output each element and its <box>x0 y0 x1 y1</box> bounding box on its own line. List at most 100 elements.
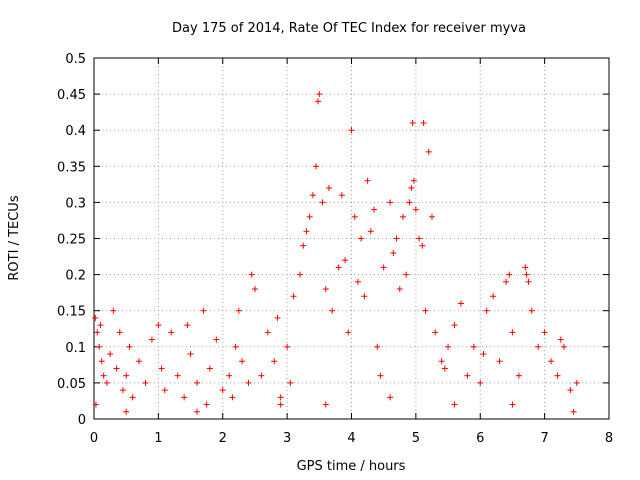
x-tick-label: 8 <box>605 431 613 446</box>
data-point <box>98 358 105 365</box>
data-point <box>123 372 130 379</box>
x-axis-label: GPS time / hours <box>297 459 406 474</box>
x-tick-label: 5 <box>412 431 420 446</box>
data-point <box>457 300 464 307</box>
data-point <box>123 408 130 415</box>
data-point <box>94 329 101 336</box>
y-tick-labels: 0 0.05 0.1 0.15 0.2 0.25 0.3 0.35 0.4 0.45 0.5 <box>57 52 86 428</box>
data-point <box>509 329 516 336</box>
data-point <box>560 343 567 350</box>
data-point <box>251 286 258 293</box>
data-point <box>403 271 410 278</box>
data-point <box>297 271 303 278</box>
data-point <box>412 206 419 213</box>
data-point <box>506 271 513 278</box>
chart-title: Day 175 of 2014, Rate Of TEC Index for r… <box>172 21 526 36</box>
data-point <box>313 163 320 170</box>
data-point <box>342 257 349 264</box>
data-point <box>409 119 416 126</box>
data-point <box>470 343 477 350</box>
data-point <box>490 293 497 300</box>
data-point <box>377 372 384 379</box>
data-point <box>477 379 484 386</box>
data-point <box>410 177 417 184</box>
y-tick-label: 0.25 <box>57 233 86 248</box>
data-point <box>367 228 374 235</box>
data-point <box>396 286 403 293</box>
data-point <box>226 372 233 379</box>
data-points <box>92 91 580 415</box>
x-tick-labels: 0 1 2 3 4 5 6 7 8 <box>90 431 613 446</box>
data-point <box>374 343 381 350</box>
data-point <box>390 249 397 256</box>
data-point <box>400 213 406 220</box>
data-point <box>338 192 345 199</box>
data-point <box>335 264 342 271</box>
data-point <box>129 394 136 401</box>
data-point <box>441 365 448 372</box>
x-tick-label: 0 <box>90 431 98 446</box>
data-point <box>203 401 210 408</box>
data-point <box>248 271 255 278</box>
data-point <box>284 343 291 350</box>
data-point <box>528 307 535 314</box>
data-point <box>181 394 188 401</box>
data-point <box>541 329 548 336</box>
y-tick-label: 0.4 <box>65 124 86 139</box>
data-point <box>219 387 226 394</box>
data-point <box>316 91 323 98</box>
data-point <box>509 401 516 408</box>
data-point <box>408 184 415 191</box>
data-point <box>158 365 165 372</box>
data-point <box>92 401 99 408</box>
data-point <box>107 351 114 358</box>
y-axis-label: ROTI / TECUs <box>7 195 22 280</box>
data-point <box>548 358 555 365</box>
data-point <box>103 379 110 386</box>
y-tick-label: 0.45 <box>57 88 86 103</box>
data-point <box>451 401 458 408</box>
data-point <box>277 401 284 408</box>
data-point <box>425 148 432 155</box>
data-point <box>432 329 439 336</box>
data-point <box>380 264 387 271</box>
data-point <box>300 242 307 249</box>
data-point <box>570 408 577 415</box>
data-point <box>184 322 191 329</box>
data-point <box>136 358 143 365</box>
data-point <box>483 307 490 314</box>
data-point <box>438 358 445 365</box>
data-point <box>239 358 246 365</box>
data-point <box>206 365 213 372</box>
data-point <box>420 119 427 126</box>
data-point <box>364 177 371 184</box>
data-point <box>96 343 103 350</box>
data-point <box>92 314 99 321</box>
data-point <box>264 329 271 336</box>
data-point <box>371 206 378 213</box>
data-point <box>445 343 452 350</box>
data-point <box>303 228 310 235</box>
data-point <box>306 213 313 220</box>
data-point <box>351 213 358 220</box>
data-point <box>168 329 175 336</box>
data-point <box>322 286 329 293</box>
data-point <box>348 127 355 134</box>
data-point <box>557 336 564 343</box>
data-point <box>319 199 326 206</box>
data-point <box>229 394 236 401</box>
data-point <box>126 343 133 350</box>
data-point <box>274 314 281 321</box>
data-point <box>354 278 361 285</box>
data-point <box>522 264 529 271</box>
data-point <box>287 379 294 386</box>
data-point <box>419 242 426 249</box>
y-tick-label: 0.15 <box>57 305 86 320</box>
data-point <box>567 387 574 394</box>
data-point <box>161 387 168 394</box>
data-point <box>361 293 368 300</box>
data-point <box>277 394 284 401</box>
data-point <box>329 307 336 314</box>
y-tick-label: 0 <box>78 413 86 428</box>
x-tick-label: 7 <box>540 431 548 446</box>
